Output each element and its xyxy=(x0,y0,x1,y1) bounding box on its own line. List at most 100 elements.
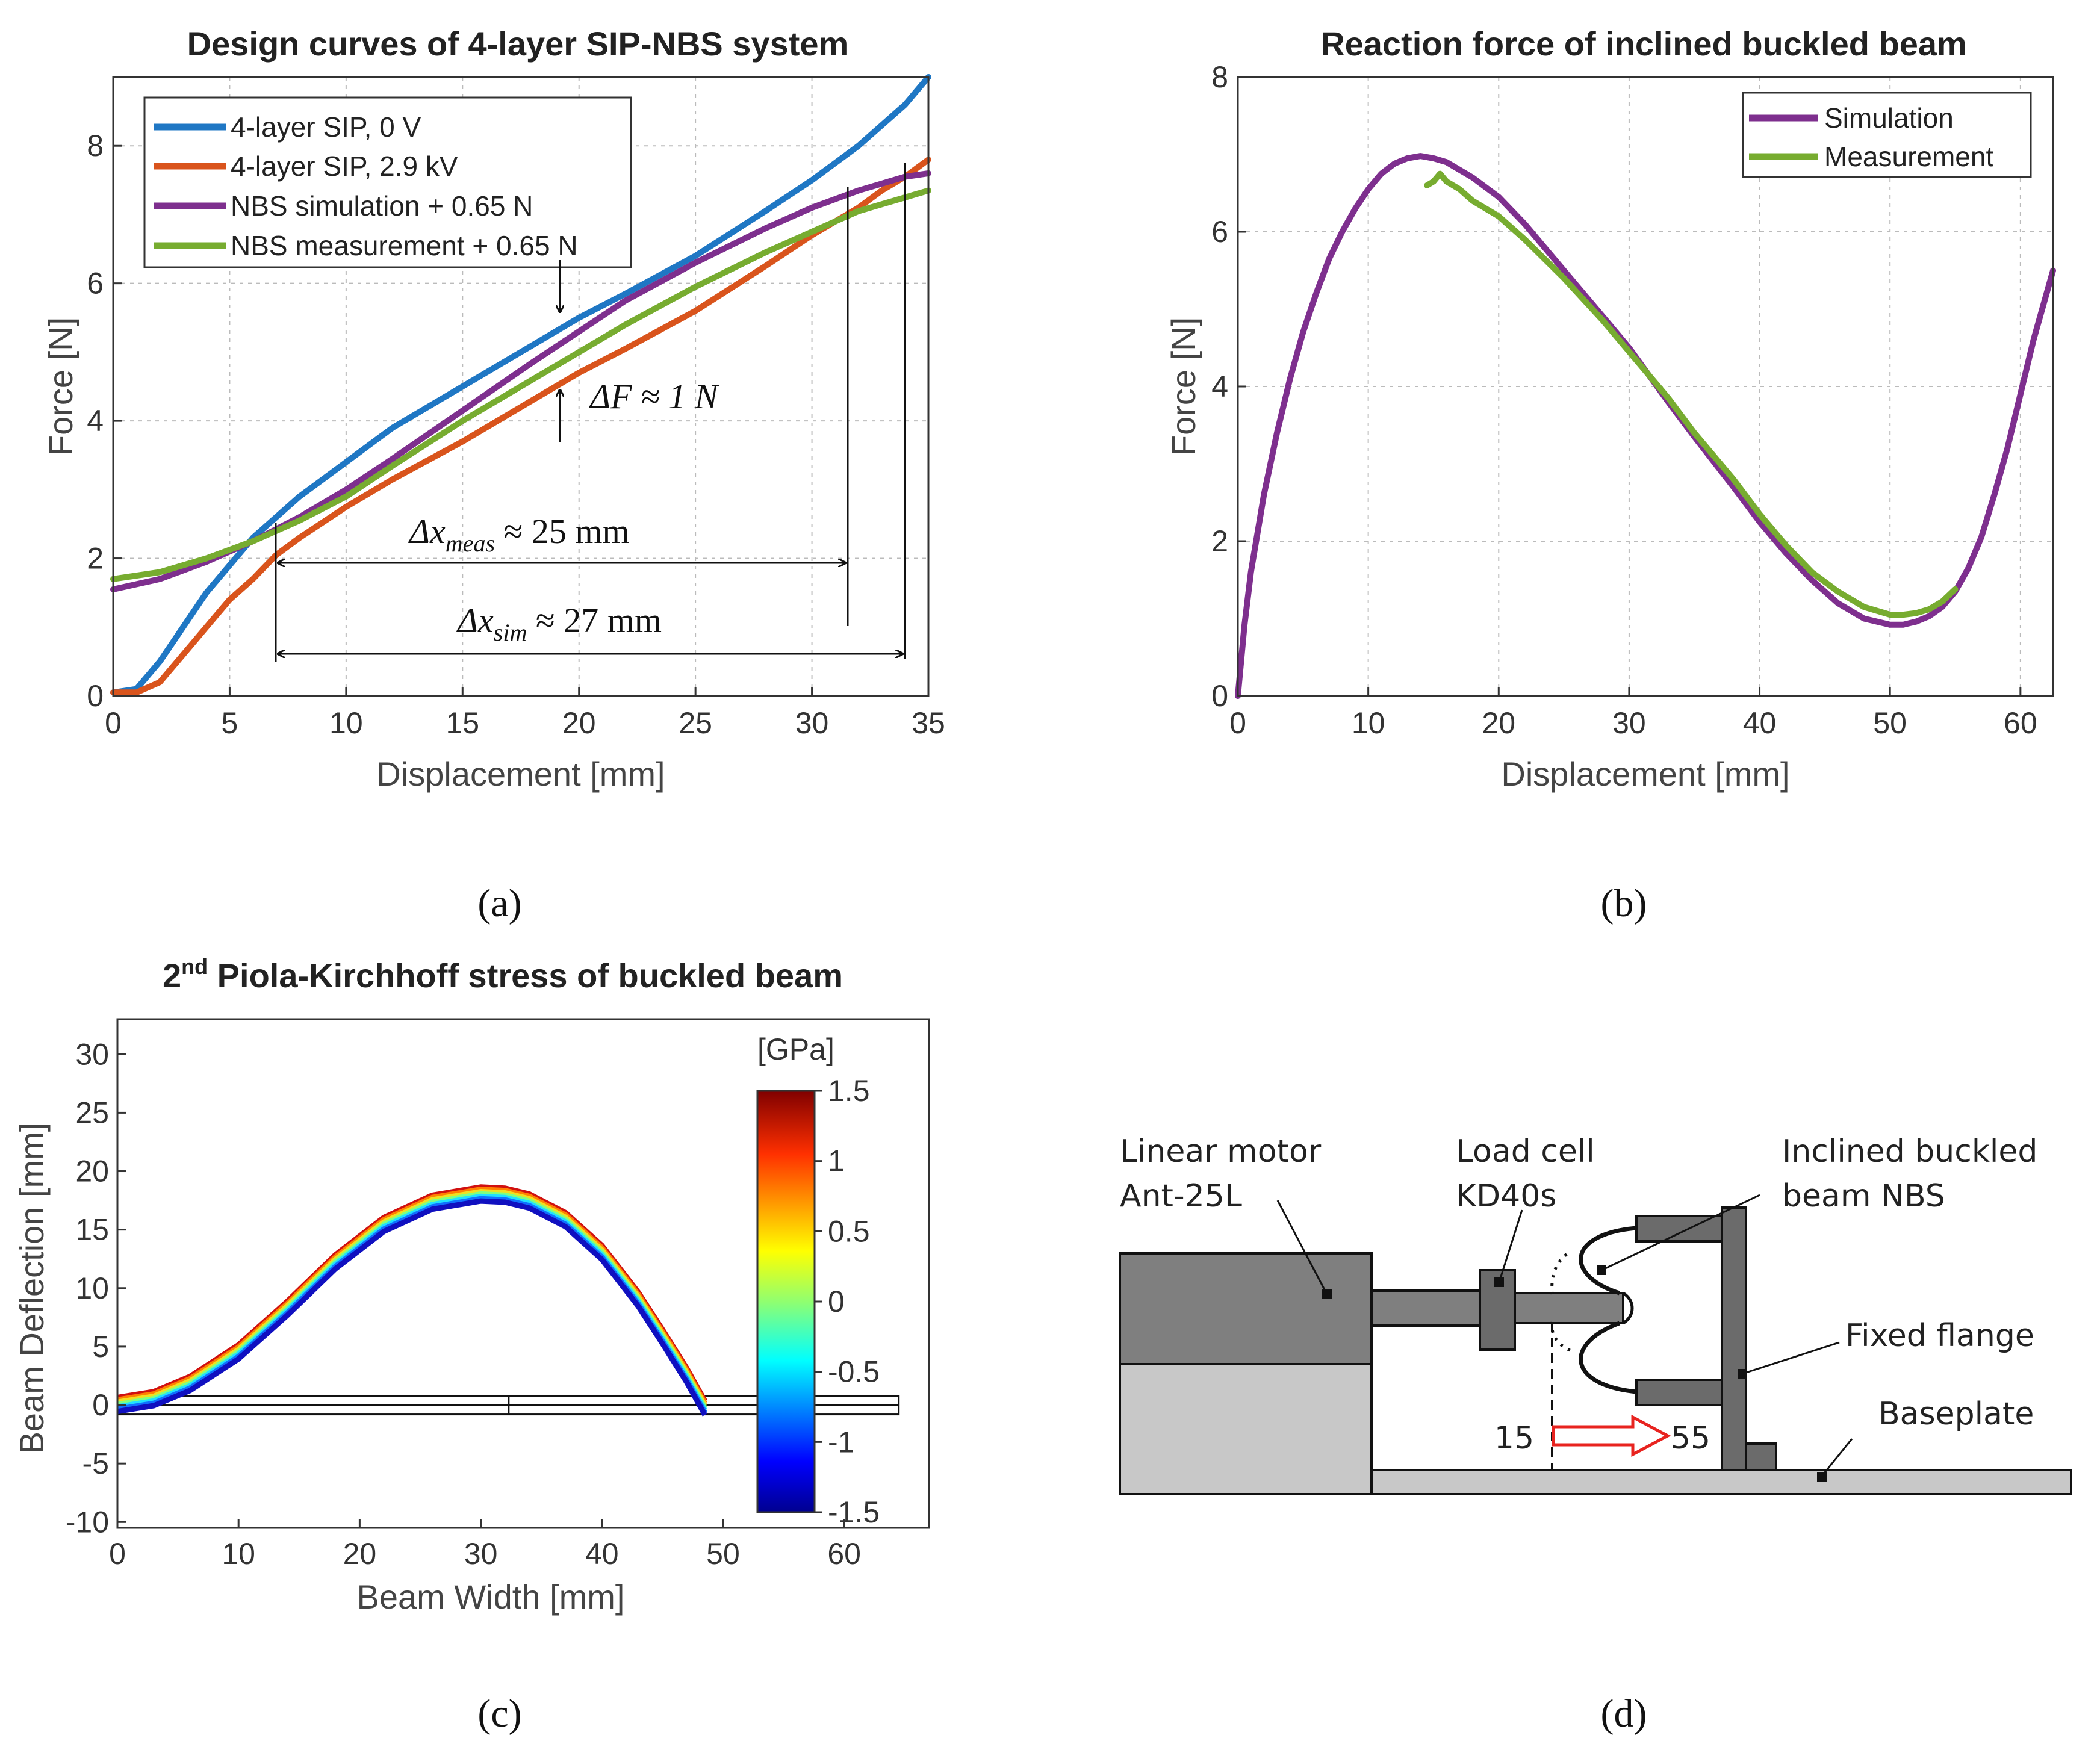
label-linear-motor-1: Linear motor xyxy=(1120,1134,1322,1170)
buckled-beam-band-6 xyxy=(117,1198,707,1417)
chart-a-ytick-label-0: 0 xyxy=(87,679,104,713)
flange-foot xyxy=(1745,1442,1777,1471)
chart-b-legend-box xyxy=(1742,92,2032,178)
nbs-callout-dot xyxy=(1597,1265,1606,1275)
chart-b-xtick-label-2: 20 xyxy=(1482,706,1515,740)
colorbar-tick-label-0: 1.5 xyxy=(828,1074,870,1108)
chart-b-ytick-label-0: 0 xyxy=(1211,679,1228,713)
chart-c-ytick-label-4: 10 xyxy=(75,1271,109,1305)
colorbar-tick-label-4: -0.5 xyxy=(828,1355,880,1389)
end-pos-label: 55 xyxy=(1671,1420,1710,1456)
chart-b-legend: Simulation Measurement xyxy=(1742,92,2032,178)
panel-a-chart: Design curves of 4-layer SIP-NBS system … xyxy=(42,25,945,925)
chart-a-xtick-label-5: 25 xyxy=(679,706,712,740)
chart-a-series xyxy=(110,74,931,696)
chart-c-ytick-label-5: 15 xyxy=(75,1213,109,1247)
colorbar-gradient xyxy=(756,1090,816,1513)
loadcell-callout-line xyxy=(1498,1209,1523,1283)
chart-c-ytick-label-6: 20 xyxy=(75,1155,109,1188)
chart-c-colorbar: [GPa] 1.5 1 0.5 0 -0.5 -1 -1.5 xyxy=(756,1032,880,1529)
legend-a-entry-0: 4-layer SIP, 0 V xyxy=(231,111,421,143)
chart-a-series-0-line xyxy=(110,74,931,696)
load-cell-rod xyxy=(1514,1292,1624,1324)
label-linear-motor-2: Ant-25L xyxy=(1120,1178,1242,1214)
chart-a-ytick-label-1: 2 xyxy=(87,542,104,576)
label-load-cell-2: KD40s xyxy=(1456,1178,1556,1214)
chart-b-ylabel: Force [N] xyxy=(1164,317,1202,456)
chart-b-ytick-label-2: 4 xyxy=(1211,370,1228,403)
travel-arrow xyxy=(1552,1414,1671,1457)
buckled-beam-upper xyxy=(1579,1226,1637,1296)
chart-a-xtick-label-3: 15 xyxy=(446,706,479,740)
chart-b-xtick-label-1: 10 xyxy=(1352,706,1385,740)
panel-b-chart: Reaction force of inclined buckled beam … xyxy=(1164,25,2056,925)
flange-callout-line xyxy=(1742,1341,1840,1375)
chart-c-ytick-label-0: -10 xyxy=(66,1505,109,1539)
chart-b-ytick-label-4: 8 xyxy=(1211,60,1228,94)
chart-b-xtick-label-5: 50 xyxy=(1873,706,1907,740)
chart-c-ytick-label-8: 30 xyxy=(75,1037,109,1071)
flange-callout-dot xyxy=(1738,1369,1747,1379)
chart-b-xtick-label-6: 60 xyxy=(2004,706,2037,740)
chart-c-title: 2nd Piola-Kirchhoff stress of buckled be… xyxy=(163,954,843,995)
label-fixed-flange: Fixed flange xyxy=(1845,1318,2034,1354)
chart-a-frame xyxy=(112,76,930,697)
chart-b-ytick-label-1: 2 xyxy=(1211,524,1228,558)
start-pos-label: 15 xyxy=(1494,1420,1534,1456)
legend-b-entry-1: Measurement xyxy=(1824,141,1993,172)
chart-b-xtick-label-3: 30 xyxy=(1612,706,1646,740)
chart-c-xtick-label-0: 0 xyxy=(109,1537,126,1571)
chart-b-ytick-label-3: 6 xyxy=(1211,215,1228,249)
dx-meas-label: Δxmeas ≈ 25 mm xyxy=(408,512,630,557)
panel-d-diagram: 15 55 Linear motor Ant-25L Load cell KD4… xyxy=(1119,1134,2072,1736)
chart-a-xtick-label-6: 30 xyxy=(795,706,829,740)
chart-b-series-1-line xyxy=(1424,170,1959,618)
legend-b-entry-0: Simulation xyxy=(1824,102,1954,134)
chart-a-xlabel: Displacement [mm] xyxy=(376,755,665,793)
chart-c-plot xyxy=(116,1184,900,1417)
chart-a-xtick-label-1: 5 xyxy=(222,706,238,740)
chart-b-series xyxy=(1235,153,2056,699)
chart-a-series-3-line xyxy=(110,187,931,582)
chart-c-xtick-label-6: 60 xyxy=(827,1537,861,1571)
beam-tip xyxy=(1622,1291,1634,1325)
colorbar-tick-label-6: -1.5 xyxy=(828,1495,880,1529)
chart-a-title: Design curves of 4-layer SIP-NBS system xyxy=(187,25,849,63)
colorbar-tick-label-1: 1 xyxy=(828,1144,845,1178)
linear-motor-body xyxy=(1119,1252,1373,1365)
chart-b-xtick-label-0: 0 xyxy=(1229,706,1246,740)
chart-a-ytick-label-3: 6 xyxy=(87,267,104,300)
motor-callout-dot xyxy=(1322,1289,1332,1299)
panel-label-b: (b) xyxy=(1601,881,1647,925)
chart-b-xlabel: Displacement [mm] xyxy=(1501,755,1789,793)
label-baseplate: Baseplate xyxy=(1878,1396,2034,1432)
chart-c-xtick-label-4: 40 xyxy=(585,1537,619,1571)
label-load-cell-1: Load cell xyxy=(1456,1134,1595,1170)
legend-a-entry-3: NBS measurement + 0.65 N xyxy=(231,230,578,261)
chart-c-xtick-label-2: 20 xyxy=(343,1537,377,1571)
legend-a-entry-2: NBS simulation + 0.65 N xyxy=(231,190,533,222)
chart-c-xtick-label-1: 10 xyxy=(222,1537,255,1571)
loadcell-callout-dot xyxy=(1494,1277,1504,1287)
chart-c-xtick-label-3: 30 xyxy=(464,1537,498,1571)
chart-c-xtick-label-5: 50 xyxy=(706,1537,740,1571)
buckled-beam-lower xyxy=(1579,1321,1637,1394)
colorbar-tick-label-2: 0.5 xyxy=(828,1214,870,1248)
legend-a-entry-1: 4-layer SIP, 2.9 kV xyxy=(231,150,458,182)
panel-label-c: (c) xyxy=(477,1692,521,1736)
label-nbs-1: Inclined buckled xyxy=(1782,1134,2037,1170)
chart-a-legend: 4-layer SIP, 0 V 4-layer SIP, 2.9 kV NBS… xyxy=(143,96,632,268)
panel-label-d: (d) xyxy=(1601,1692,1647,1736)
baseplate-callout-dot xyxy=(1817,1472,1827,1482)
chart-b-tick-labels: 0 10 20 30 40 50 60 0 2 4 6 8 xyxy=(1211,60,2037,740)
chart-a-ytick-label-2: 4 xyxy=(87,404,104,438)
chart-c-ylabel: Beam Deflection [mm] xyxy=(13,1123,51,1454)
flange-lower-arm xyxy=(1635,1379,1723,1406)
motor-callout-line xyxy=(1276,1200,1328,1295)
chart-c-xlabel: Beam Width [mm] xyxy=(357,1578,625,1616)
chart-c-ytick-label-7: 25 xyxy=(75,1096,109,1129)
chart-a-ylabel: Force [N] xyxy=(42,317,79,456)
chart-b-xtick-label-4: 40 xyxy=(1743,706,1777,740)
